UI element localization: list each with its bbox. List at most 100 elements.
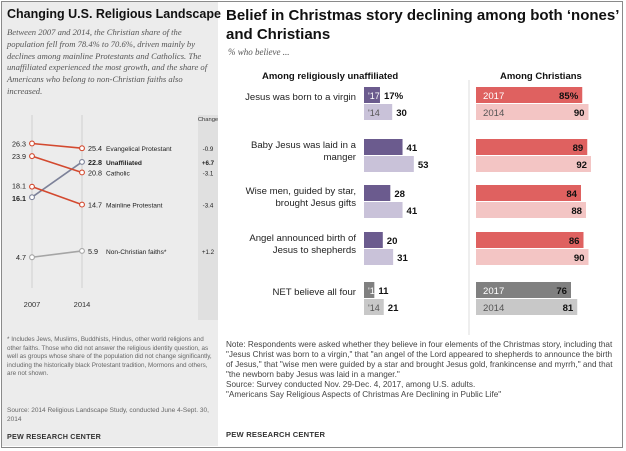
value-unaffiliated-2-2017: 28 bbox=[394, 189, 405, 200]
bar-christians-2-2017 bbox=[476, 185, 581, 201]
value-christians-3-2017: 86 bbox=[569, 236, 580, 247]
question-label-3: Angel announced birth of Jesus to shephe… bbox=[249, 233, 356, 256]
bar-unaffiliated-3-2014 bbox=[364, 249, 394, 265]
series-line-non-christian-faiths bbox=[31, 250, 83, 259]
value-2007-unaffiliated: 16.1 bbox=[12, 194, 26, 203]
value-unaffiliated-0-2017: 17% bbox=[384, 91, 404, 102]
left-title: Changing U.S. Religious Landscape bbox=[7, 7, 221, 21]
series-label-unaffiliated-4-2014: '14 bbox=[368, 303, 380, 313]
left-footnote: * Includes Jews, Muslims, Buddhists, Hin… bbox=[7, 336, 212, 378]
value-2007-evangelical-protestant: 26.3 bbox=[12, 139, 26, 148]
bar-christians-4-2017 bbox=[476, 282, 571, 298]
right-report: "Americans Say Religious Aspects of Chri… bbox=[226, 390, 502, 399]
change-non-christian-faiths: +1.2 bbox=[202, 249, 215, 256]
value-unaffiliated-1-2017: 41 bbox=[407, 143, 418, 154]
value-unaffiliated-3-2017: 20 bbox=[387, 236, 398, 247]
value-unaffiliated-1-2014: 53 bbox=[418, 160, 429, 171]
point-2014-unaffiliated bbox=[79, 158, 85, 165]
series-label-christians-0-2014: 2014 bbox=[483, 108, 505, 119]
value-2014-unaffiliated: 22.8 bbox=[88, 158, 102, 167]
point-2007-unaffiliated bbox=[29, 194, 35, 201]
bar-christians-2-2014 bbox=[476, 202, 586, 218]
value-2014-mainline-protestant: 14.7 bbox=[88, 201, 102, 210]
change-evangelical-protestant: -0.9 bbox=[203, 146, 214, 153]
bar-unaffiliated-0-2017 bbox=[364, 87, 380, 103]
left-org: PEW RESEARCH CENTER bbox=[7, 432, 102, 441]
series-line-unaffiliated bbox=[31, 161, 83, 198]
value-christians-4-2014: 81 bbox=[563, 303, 574, 314]
bar-christians-4-2014 bbox=[476, 299, 578, 315]
value-christians-1-2014: 92 bbox=[576, 160, 587, 171]
value-christians-4-2017: 76 bbox=[556, 286, 567, 297]
series-label-catholic: Catholic bbox=[106, 170, 131, 177]
left-intro: Between 2007 and 2014, the Christian sha… bbox=[7, 27, 208, 96]
bar-christians-0-2017 bbox=[476, 87, 583, 103]
series-label-mainline-protestant: Mainline Protestant bbox=[106, 203, 163, 210]
value-christians-1-2017: 89 bbox=[573, 143, 584, 154]
point-2007-evangelical-protestant bbox=[29, 140, 35, 147]
value-2007-catholic: 23.9 bbox=[12, 152, 26, 161]
bar-unaffiliated-4-2014 bbox=[364, 299, 384, 315]
x-tick-2007: 2007 bbox=[24, 300, 41, 309]
value-unaffiliated-4-2017: 11 bbox=[378, 286, 389, 297]
value-2014-non-christian-faiths: 5.9 bbox=[88, 247, 98, 256]
group-header-unaffiliated: Among religiously unaffiliated bbox=[262, 71, 399, 82]
point-2007-non-christian-faiths bbox=[29, 254, 35, 261]
series-label-christians-4-2014: 2014 bbox=[483, 303, 505, 314]
value-christians-0-2017: 85% bbox=[559, 91, 579, 102]
change-catholic: -3.1 bbox=[203, 170, 214, 177]
series-line-mainline-protestant bbox=[31, 185, 83, 206]
series-label-evangelical-protestant: Evangelical Protestant bbox=[106, 146, 172, 153]
point-2014-catholic bbox=[79, 169, 85, 176]
change-column bbox=[198, 115, 218, 320]
value-christians-0-2014: 90 bbox=[574, 108, 585, 119]
bar-unaffiliated-4-2017 bbox=[364, 282, 375, 298]
right-source: Source: Survey conducted Nov. 29-Dec. 4,… bbox=[226, 380, 476, 389]
value-unaffiliated-4-2014: 21 bbox=[388, 303, 399, 314]
point-2014-evangelical-protestant bbox=[79, 145, 85, 152]
right-org: PEW RESEARCH CENTER bbox=[226, 430, 326, 439]
value-2014-catholic: 20.8 bbox=[88, 168, 102, 177]
bar-unaffiliated-3-2017 bbox=[364, 232, 383, 248]
bar-unaffiliated-0-2014 bbox=[364, 104, 393, 120]
value-unaffiliated-2-2014: 41 bbox=[407, 206, 418, 217]
bar-christians-3-2017 bbox=[476, 232, 584, 248]
right-title: Belief in Christmas story declining amon… bbox=[226, 7, 619, 43]
value-2007-non-christian-faiths: 4.7 bbox=[16, 253, 26, 262]
value-christians-3-2014: 90 bbox=[574, 253, 585, 264]
change-mainline-protestant: -3.4 bbox=[203, 203, 214, 210]
question-label-1: Baby Jesus was laid in a manger bbox=[250, 140, 356, 163]
x-tick-2014: 2014 bbox=[74, 300, 91, 309]
left-panel: Changing U.S. Religious Landscape Betwee… bbox=[2, 2, 221, 446]
value-christians-2-2014: 88 bbox=[571, 206, 582, 217]
bar-unaffiliated-2-2017 bbox=[364, 185, 391, 201]
point-2014-non-christian-faiths bbox=[79, 247, 85, 254]
right-note: Note: Respondents were asked whether the… bbox=[226, 340, 621, 400]
series-label-unaffiliated-4-2017: '17 bbox=[368, 286, 380, 296]
point-2007-catholic bbox=[29, 153, 35, 160]
value-christians-2-2017: 84 bbox=[566, 189, 577, 200]
series-label-unaffiliated-0-2017: '17 bbox=[368, 91, 380, 101]
series-label-christians-0-2017: 2017 bbox=[483, 91, 504, 102]
change-unaffiliated: +6.7 bbox=[202, 160, 215, 167]
value-unaffiliated-3-2014: 31 bbox=[397, 253, 408, 264]
series-line-evangelical-protestant bbox=[31, 142, 83, 150]
bar-unaffiliated-1-2014 bbox=[364, 156, 414, 172]
change-header: Change bbox=[198, 117, 218, 123]
series-line-catholic bbox=[31, 155, 83, 174]
bar-christians-3-2014 bbox=[476, 249, 589, 265]
question-label-4: NET believe all four bbox=[272, 287, 356, 298]
question-label-0: Jesus was born to a virgin bbox=[245, 92, 356, 103]
landscape-line-chart: 2007 2014 Change 26.3 25.4 Evangelical Protes… bbox=[12, 115, 218, 320]
bar-christians-1-2017 bbox=[476, 139, 588, 155]
bar-unaffiliated-2-2014 bbox=[364, 202, 403, 218]
group-header-christians: Among Christians bbox=[500, 71, 582, 82]
value-unaffiliated-0-2014: 30 bbox=[396, 108, 407, 119]
bar-christians-1-2014 bbox=[476, 156, 591, 172]
point-2014-mainline-protestant bbox=[79, 201, 85, 208]
right-subtitle: % who believe ... bbox=[228, 47, 290, 57]
left-source: Source: 2014 Religious Landscape Study, … bbox=[7, 407, 209, 423]
series-label-unaffiliated-0-2014: '14 bbox=[368, 108, 380, 118]
value-2007-mainline-protestant: 18.1 bbox=[12, 182, 26, 191]
series-label-non-christian-faiths: Non-Christian faiths* bbox=[106, 249, 167, 256]
